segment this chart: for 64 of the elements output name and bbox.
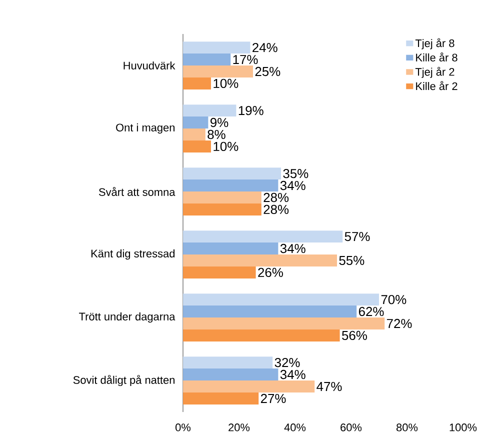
bar — [183, 168, 281, 180]
bar — [183, 392, 259, 404]
data-label: 32% — [274, 358, 300, 368]
data-label: 10% — [214, 142, 238, 152]
data-label: 34% — [280, 244, 306, 254]
data-label: 9% — [210, 118, 228, 128]
legend-label: Tjej år 8 — [415, 38, 454, 50]
bar — [183, 329, 340, 342]
data-label: 55% — [339, 256, 364, 266]
y-tick-label: Känt dig stressad — [91, 249, 175, 260]
y-tick-label: Trött under dagarna — [79, 312, 176, 323]
data-label: 28% — [264, 192, 289, 202]
bar — [183, 42, 250, 54]
bar — [183, 104, 236, 117]
data-label: 70% — [381, 294, 406, 304]
y-tick-label: Svårt att somna — [98, 187, 176, 196]
x-tick-label: 0% — [176, 424, 191, 432]
data-label: 25% — [255, 66, 280, 76]
data-label: 57% — [344, 232, 370, 242]
bar — [183, 66, 253, 78]
x-tick-label: 60% — [340, 424, 362, 432]
legend-label: Kille år 2 — [416, 81, 458, 90]
data-label: 24% — [252, 42, 278, 52]
data-label: 27% — [260, 394, 286, 404]
data-label: 10% — [214, 78, 238, 88]
legend-label: Kille år 8 — [416, 52, 458, 62]
bar — [183, 230, 343, 243]
y-tick-label: Sovit dåligt på natten — [73, 374, 174, 386]
bar — [183, 318, 385, 330]
legend-label: Tjej år 2 — [415, 66, 454, 78]
bar — [183, 180, 278, 192]
data-label: 8% — [208, 130, 226, 140]
data-label: 34% — [280, 180, 306, 190]
bar — [183, 266, 256, 278]
data-label: 26% — [258, 268, 283, 278]
data-label: 35% — [283, 168, 308, 178]
data-label: 56% — [342, 330, 367, 340]
bar — [183, 54, 231, 66]
x-tick-label: 100% — [450, 424, 477, 432]
data-label: 19% — [238, 106, 264, 116]
data-label: 17% — [233, 54, 258, 64]
bar — [183, 77, 211, 90]
bar — [183, 128, 206, 140]
data-label: 72% — [386, 318, 412, 328]
bar — [183, 356, 273, 369]
bar — [183, 116, 208, 129]
bar — [183, 203, 262, 216]
data-label: 47% — [316, 382, 342, 392]
bar — [183, 140, 211, 152]
bar — [183, 192, 262, 204]
data-label: 28% — [264, 204, 289, 214]
data-label: 62% — [358, 306, 384, 316]
y-tick-label: Huvudvärk — [124, 61, 176, 70]
bar — [183, 254, 338, 266]
data-label: 34% — [280, 370, 306, 380]
bar — [183, 368, 278, 381]
x-tick-label: 20% — [228, 424, 250, 432]
x-tick-label: 40% — [284, 424, 306, 432]
x-tick-label: 80% — [396, 424, 418, 432]
bar — [183, 242, 278, 255]
bar — [183, 306, 357, 318]
bar — [183, 380, 315, 392]
bar — [183, 294, 380, 306]
y-tick-label: Ont i magen — [116, 123, 174, 134]
